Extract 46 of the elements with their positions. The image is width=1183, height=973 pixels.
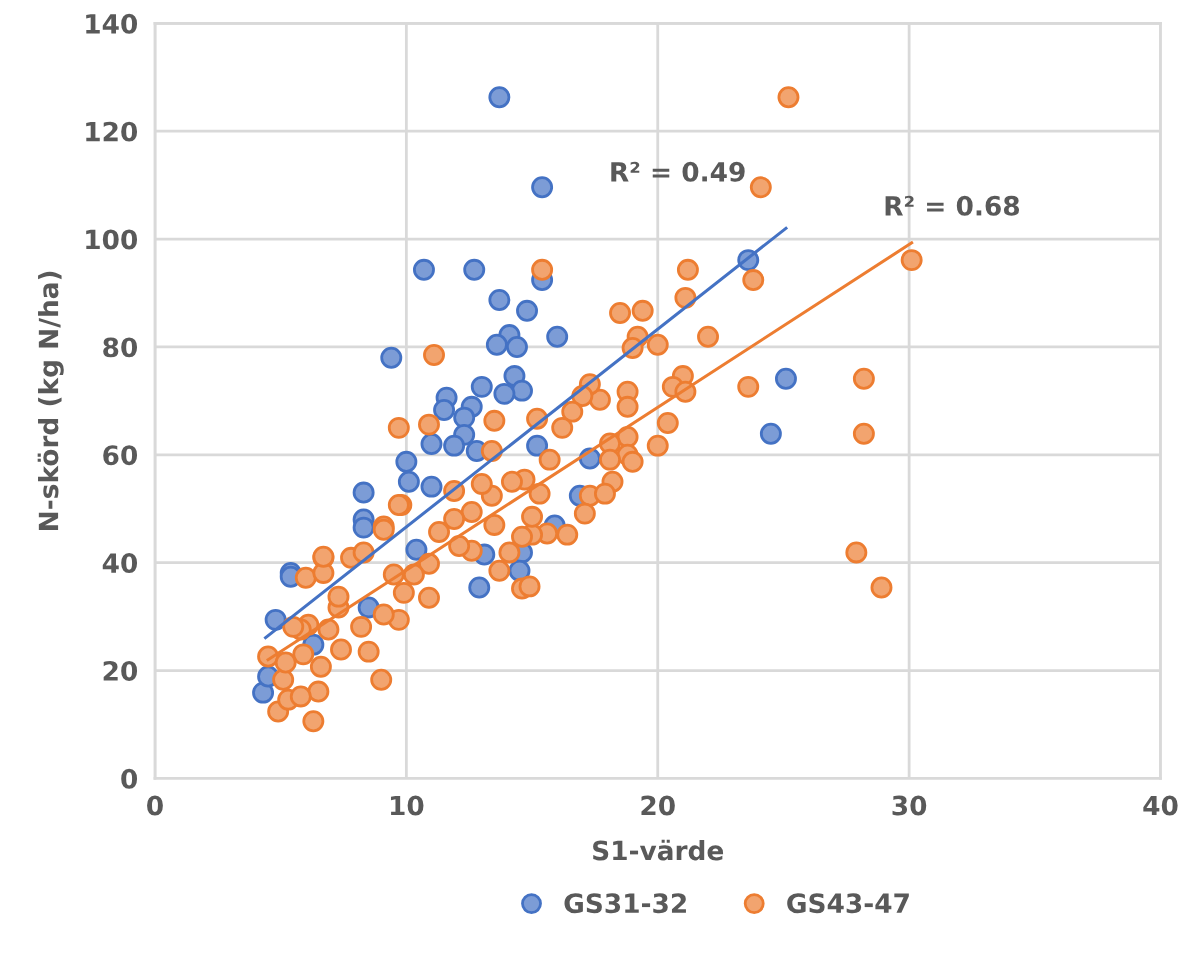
y-tick-label: 80 (103, 337, 138, 358)
y-tick-label: 100 (86, 229, 138, 250)
point (405, 538, 428, 561)
point (468, 576, 491, 599)
point (252, 681, 275, 704)
y-tick-label: 120 (86, 121, 138, 142)
point (511, 379, 533, 402)
y-tick-label: 0 (121, 768, 138, 789)
point (531, 176, 554, 199)
point (488, 86, 511, 109)
annotation: R² = 0.49 (611, 161, 745, 182)
point (463, 258, 486, 281)
point (493, 382, 516, 405)
point (412, 258, 435, 281)
x-axis-title: S1-värde (593, 839, 724, 861)
point (488, 289, 511, 311)
point (506, 335, 528, 358)
point (485, 333, 508, 356)
point (420, 433, 443, 455)
x-tick-label: 10 (390, 795, 424, 816)
point (546, 325, 569, 348)
point (470, 375, 493, 398)
y-tick-label: 140 (86, 13, 138, 34)
point (443, 434, 466, 457)
point (352, 516, 375, 539)
annotation: R² = 0.68 (885, 195, 1020, 216)
point (526, 434, 549, 457)
y-tick-label: 20 (103, 660, 138, 681)
y-tick-label: 40 (102, 553, 138, 574)
x-tick-label: 20 (641, 795, 675, 816)
x-tick-label: 40 (1143, 795, 1178, 816)
point (433, 399, 456, 422)
y-tick-label: 60 (103, 445, 138, 466)
point (395, 450, 418, 473)
y-axis-title: N-skörd (kg N/ha) (37, 271, 64, 530)
point (759, 422, 782, 445)
legend-label: GS31-32 (564, 893, 686, 914)
point (774, 367, 797, 390)
x-tick-label: 0 (147, 795, 163, 816)
point (516, 299, 538, 322)
point (352, 481, 375, 504)
legend-label: GS43-47 (787, 893, 909, 914)
point (420, 475, 443, 498)
point (380, 346, 403, 369)
x-tick-label: 30 (892, 795, 927, 816)
point (397, 470, 420, 493)
